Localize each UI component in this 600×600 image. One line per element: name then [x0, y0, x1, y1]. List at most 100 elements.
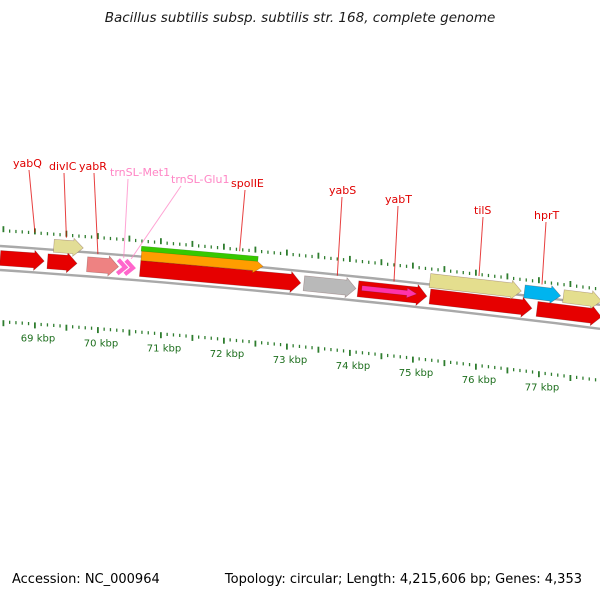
tick-outer	[481, 273, 483, 277]
tick-outer	[431, 267, 433, 271]
tick-outer	[40, 231, 42, 235]
tick-ruler	[513, 368, 515, 372]
tick-outer	[494, 274, 496, 278]
tick-ruler	[462, 362, 464, 366]
tick-outer	[254, 246, 257, 253]
tick-ruler	[286, 343, 288, 350]
tick-outer	[311, 254, 313, 259]
tick-ruler	[248, 340, 250, 344]
genome-summary-text: Topology: circular; Length: 4,215,606 bp…	[224, 572, 582, 587]
gene-hprT[interactable]	[523, 282, 562, 305]
tick-ruler	[374, 352, 376, 356]
gene-label-yabS[interactable]: yabS	[329, 184, 356, 197]
ruler-label: 69 kbp	[21, 334, 55, 345]
gene-khaki-gene-2[interactable]	[562, 287, 600, 310]
gene-trnSL-Met1[interactable]	[115, 258, 129, 276]
tick-ruler	[103, 327, 105, 331]
gene-trnSL-Glu1[interactable]	[123, 258, 136, 276]
tick-ruler	[418, 357, 420, 361]
label-leader-line	[93, 172, 99, 255]
tick-ruler	[2, 320, 5, 327]
gene-label-trnSL-Glu1[interactable]: trnSL-Glu1	[171, 173, 229, 186]
tick-ruler	[330, 348, 332, 352]
tick-ruler	[557, 373, 559, 377]
tick-ruler	[109, 328, 112, 332]
tick-ruler	[261, 341, 263, 345]
tick-outer	[261, 250, 263, 254]
tick-outer	[569, 281, 572, 287]
tick-outer	[550, 281, 553, 285]
tick-outer	[2, 226, 5, 233]
label-leader-line	[28, 169, 36, 233]
tick-outer	[305, 254, 307, 258]
tick-ruler	[179, 333, 181, 337]
tick-outer	[141, 239, 143, 243]
tick-outer	[273, 251, 275, 255]
tick-outer	[122, 237, 124, 242]
tick-ruler	[153, 331, 156, 335]
chromosome-backbone-inner	[0, 268, 600, 330]
gene-red-gene-4[interactable]	[535, 299, 600, 327]
tick-ruler	[387, 353, 389, 358]
tick-ruler	[342, 349, 345, 353]
tick-outer	[468, 271, 471, 275]
tick-outer	[330, 256, 332, 260]
tick-outer	[443, 266, 446, 273]
tick-outer	[216, 246, 219, 250]
tick-ruler	[506, 367, 509, 374]
ruler-label: 75 kbp	[399, 368, 433, 379]
tick-outer	[374, 261, 376, 265]
gene-yabT-cds[interactable]	[361, 283, 418, 299]
tick-outer	[355, 259, 357, 263]
tick-outer	[153, 240, 156, 244]
tick-outer	[424, 266, 427, 270]
gene-label-divIC[interactable]: divIC	[49, 160, 77, 173]
tick-ruler	[128, 329, 131, 336]
tick-outer	[84, 235, 86, 239]
gene-label-trnSL-Met1[interactable]: trnSL-Met1	[110, 166, 170, 179]
tick-outer	[166, 241, 168, 245]
label-leader-line	[541, 221, 547, 285]
tick-ruler	[475, 363, 477, 370]
tick-ruler	[27, 322, 30, 326]
tick-outer	[9, 229, 11, 233]
tick-outer	[90, 235, 93, 239]
gene-yabR[interactable]	[86, 254, 119, 277]
page-title: Bacillus subtilis subsp. subtilis str. 1…	[104, 10, 496, 26]
gene-tilS[interactable]	[428, 271, 523, 301]
tick-ruler	[21, 321, 23, 325]
tick-ruler	[72, 325, 74, 329]
tick-ruler	[336, 348, 338, 352]
gene-red-gene-2[interactable]	[46, 251, 78, 274]
tick-outer	[418, 266, 420, 270]
gene-yabQ[interactable]	[0, 248, 45, 272]
tick-ruler	[254, 340, 257, 347]
tick-outer	[576, 284, 578, 288]
gene-spoIIE[interactable]	[139, 258, 302, 294]
gene-label-yabQ[interactable]: yabQ	[13, 157, 42, 170]
tick-outer	[487, 273, 490, 278]
tick-outer	[53, 232, 55, 236]
gene-label-yabR[interactable]: yabR	[79, 160, 107, 173]
label-leader-line	[239, 189, 246, 252]
gene-spoIIE-feature[interactable]	[140, 245, 259, 262]
tick-outer	[135, 238, 137, 243]
tick-ruler	[9, 320, 11, 324]
tick-outer	[538, 277, 540, 284]
tick-ruler	[525, 369, 527, 373]
tick-ruler	[172, 333, 175, 337]
ruler-label: 77 kbp	[525, 383, 559, 394]
gene-red-gene-3[interactable]	[428, 287, 533, 319]
gene-label-spoIIE[interactable]: spoIIE	[231, 177, 264, 190]
tick-ruler	[40, 322, 42, 327]
tick-ruler	[550, 372, 553, 376]
tick-ruler	[34, 322, 36, 329]
gene-divIC[interactable]	[52, 237, 84, 257]
gene-label-yabT[interactable]: yabT	[385, 193, 412, 206]
tick-ruler	[198, 335, 200, 339]
tick-ruler	[487, 365, 490, 369]
gene-label-hprT[interactable]: hprT	[534, 209, 559, 222]
tick-outer	[513, 276, 515, 281]
gene-yabS[interactable]	[302, 273, 357, 299]
gene-label-tilS[interactable]: tilS	[474, 204, 491, 217]
